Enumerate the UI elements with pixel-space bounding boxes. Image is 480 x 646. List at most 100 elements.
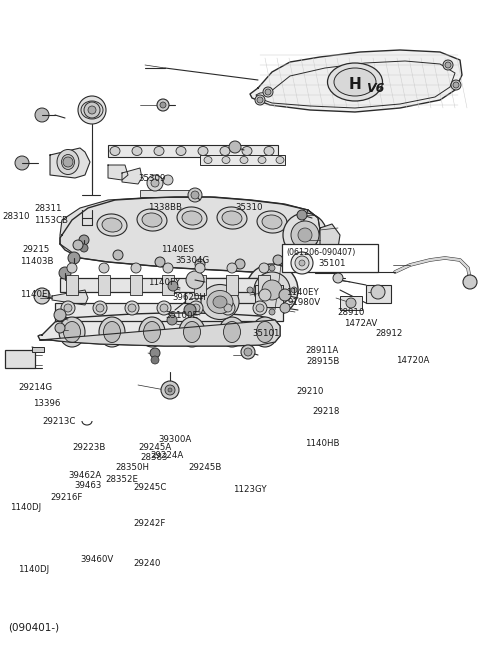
Circle shape <box>195 263 205 273</box>
Circle shape <box>323 255 329 261</box>
Circle shape <box>273 255 283 265</box>
Text: (090401-): (090401-) <box>8 623 59 633</box>
Circle shape <box>54 309 66 321</box>
Text: 39300A: 39300A <box>158 435 191 444</box>
Ellipse shape <box>139 317 165 347</box>
Circle shape <box>165 385 175 395</box>
Ellipse shape <box>176 147 186 156</box>
Text: 28383: 28383 <box>140 452 168 461</box>
Circle shape <box>247 287 253 293</box>
Text: 13396: 13396 <box>33 399 60 408</box>
Bar <box>55 303 283 321</box>
Text: 29245A: 29245A <box>138 443 171 452</box>
Circle shape <box>160 304 168 312</box>
Text: 14720A: 14720A <box>396 355 430 364</box>
Text: 1140FY: 1140FY <box>148 278 180 286</box>
Circle shape <box>96 304 104 312</box>
Text: H: H <box>348 76 361 92</box>
Circle shape <box>80 244 88 252</box>
Bar <box>282 244 378 272</box>
Polygon shape <box>108 165 128 180</box>
Text: 1123GY: 1123GY <box>233 484 266 494</box>
Text: 29223B: 29223B <box>72 443 106 452</box>
Circle shape <box>168 388 172 392</box>
Text: 39462A: 39462A <box>68 470 101 479</box>
Ellipse shape <box>182 211 202 225</box>
Circle shape <box>265 89 271 95</box>
Text: 1472AV: 1472AV <box>344 318 377 328</box>
Circle shape <box>195 259 205 269</box>
Circle shape <box>303 245 313 255</box>
Text: 29215: 29215 <box>22 244 49 253</box>
Bar <box>60 278 275 292</box>
Circle shape <box>255 95 265 105</box>
Text: 29214G: 29214G <box>18 382 52 391</box>
Text: 29218: 29218 <box>312 408 339 417</box>
Circle shape <box>221 301 235 315</box>
Circle shape <box>186 271 204 289</box>
Bar <box>340 296 362 310</box>
Ellipse shape <box>220 147 230 156</box>
Polygon shape <box>38 313 280 346</box>
Text: 91980V: 91980V <box>288 298 321 306</box>
Text: 28350H: 28350H <box>115 463 149 472</box>
Text: 29245C: 29245C <box>133 483 167 492</box>
Circle shape <box>254 272 290 308</box>
Circle shape <box>257 97 263 103</box>
Circle shape <box>283 213 327 257</box>
Circle shape <box>244 348 252 356</box>
Ellipse shape <box>252 317 278 347</box>
Circle shape <box>191 191 199 199</box>
Circle shape <box>280 303 290 313</box>
Polygon shape <box>60 197 320 272</box>
Bar <box>140 190 195 197</box>
Text: 11403B: 11403B <box>20 256 53 266</box>
Circle shape <box>68 252 80 264</box>
Circle shape <box>227 263 237 273</box>
Ellipse shape <box>258 156 266 163</box>
Ellipse shape <box>204 156 212 163</box>
Circle shape <box>160 102 166 108</box>
Circle shape <box>189 301 203 315</box>
Circle shape <box>299 260 305 266</box>
Bar <box>32 347 44 352</box>
Circle shape <box>113 250 123 260</box>
Text: 1140EJ: 1140EJ <box>20 289 50 298</box>
Circle shape <box>235 259 245 269</box>
Circle shape <box>291 221 319 249</box>
Bar <box>130 275 142 295</box>
Polygon shape <box>40 320 280 346</box>
Bar <box>98 275 110 295</box>
Circle shape <box>79 235 89 245</box>
Text: 35304G: 35304G <box>175 256 209 264</box>
Polygon shape <box>50 148 90 178</box>
Circle shape <box>78 96 106 124</box>
Ellipse shape <box>177 207 207 229</box>
Circle shape <box>99 263 109 273</box>
Circle shape <box>451 80 461 90</box>
Circle shape <box>167 315 177 325</box>
Ellipse shape <box>179 317 205 347</box>
Ellipse shape <box>222 211 242 225</box>
Text: 39463: 39463 <box>74 481 101 490</box>
Ellipse shape <box>201 284 239 320</box>
Circle shape <box>453 82 459 88</box>
Ellipse shape <box>142 213 162 227</box>
Text: 28912: 28912 <box>375 329 402 337</box>
Text: 28911A: 28911A <box>305 346 338 355</box>
Circle shape <box>55 323 65 333</box>
Circle shape <box>259 289 271 301</box>
Text: 28310: 28310 <box>2 211 29 220</box>
Bar <box>66 275 78 295</box>
Text: 29245B: 29245B <box>188 463 221 472</box>
Ellipse shape <box>276 156 284 163</box>
Circle shape <box>188 188 202 202</box>
Circle shape <box>229 141 241 153</box>
Circle shape <box>291 252 313 274</box>
Text: 1140ES: 1140ES <box>161 244 194 253</box>
Text: 29240: 29240 <box>133 559 160 567</box>
Bar <box>194 275 206 295</box>
Circle shape <box>246 264 298 316</box>
Text: 29210: 29210 <box>296 386 324 395</box>
Ellipse shape <box>102 218 122 232</box>
